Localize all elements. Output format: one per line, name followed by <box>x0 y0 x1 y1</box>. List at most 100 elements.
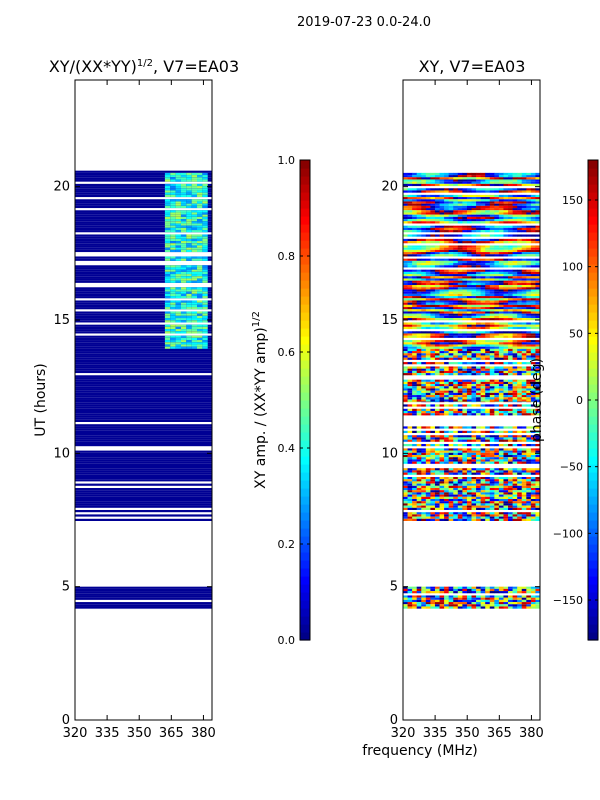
colorbar-swatch <box>588 456 598 465</box>
heatmap-cell <box>517 353 523 356</box>
heatmap-row <box>75 417 212 420</box>
heatmap-cell <box>434 586 440 589</box>
colorbar-swatch <box>588 520 598 529</box>
heatmap-cell <box>403 588 408 592</box>
heatmap-cell <box>462 388 468 391</box>
heatmap-cell <box>421 392 427 396</box>
heatmap-cell <box>485 408 491 411</box>
heatmap-cell <box>508 203 513 206</box>
heatmap-cell <box>453 265 459 268</box>
heatmap-cell <box>170 265 176 268</box>
heatmap-cell <box>453 496 459 499</box>
heatmap-cell <box>164 203 171 206</box>
heatmap-cell <box>508 175 513 178</box>
heatmap-cell <box>434 271 440 275</box>
heatmap-cell <box>498 586 504 589</box>
heatmap-cell <box>476 481 481 484</box>
heatmap-cell <box>485 470 491 473</box>
heatmap-cell <box>476 483 481 486</box>
heatmap-cell <box>416 227 422 231</box>
heatmap-cell <box>471 280 477 283</box>
heatmap-cell <box>498 514 504 517</box>
heatmap-cell <box>439 362 445 365</box>
heatmap-cell <box>457 258 463 261</box>
heatmap-cell <box>512 282 518 286</box>
heatmap-cell <box>503 470 509 473</box>
heatmap-cell <box>476 326 481 330</box>
heatmap-cell <box>444 366 449 369</box>
heatmap-cell <box>453 368 459 371</box>
heatmap-cell <box>517 183 523 187</box>
heatmap-cell <box>526 599 532 603</box>
heatmap-cell <box>517 318 523 321</box>
heatmap-cell <box>471 249 477 253</box>
heatmap-cell <box>425 181 431 184</box>
heatmap-cell <box>430 302 436 305</box>
heatmap-cell <box>462 604 468 607</box>
heatmap-cell <box>466 496 472 499</box>
heatmap-cell <box>448 197 454 200</box>
heatmap-cell <box>421 353 427 356</box>
heatmap-row <box>75 595 212 598</box>
heatmap-cell <box>485 588 491 592</box>
heatmap-cell <box>498 472 504 475</box>
heatmap-row <box>75 483 212 486</box>
heatmap-cell <box>530 221 536 224</box>
heatmap-cell <box>535 595 541 598</box>
heatmap-cell <box>480 452 486 455</box>
heatmap-cell <box>508 599 513 603</box>
heatmap-cell <box>535 247 541 250</box>
heatmap-cell <box>466 172 472 176</box>
heatmap-row <box>75 463 212 466</box>
heatmap-cell <box>453 411 459 414</box>
heatmap-cell <box>457 411 463 414</box>
heatmap-cell <box>498 313 504 316</box>
heatmap-cell <box>462 344 468 347</box>
heatmap-cell <box>498 430 504 433</box>
heatmap-row <box>75 395 212 398</box>
heatmap-cell <box>526 384 532 387</box>
heatmap-cell <box>466 483 472 486</box>
heatmap-cell <box>448 366 454 369</box>
heatmap-cell <box>457 452 463 455</box>
heatmap-cell <box>462 208 468 211</box>
heatmap-cell <box>175 188 181 191</box>
heatmap-cell <box>416 368 422 371</box>
heatmap-cell <box>530 512 536 515</box>
heatmap-cell <box>164 249 171 253</box>
heatmap-cell <box>521 494 527 497</box>
heatmap-cell <box>535 214 541 217</box>
heatmap-cell <box>421 313 427 316</box>
heatmap-cell <box>517 175 523 178</box>
heatmap-cell <box>191 307 198 310</box>
heatmap-cell <box>439 373 445 376</box>
heatmap-cell <box>526 373 532 376</box>
heatmap-cell <box>457 362 463 365</box>
heatmap-cell <box>403 221 408 224</box>
heatmap-cell <box>403 411 408 414</box>
heatmap-cell <box>434 505 440 508</box>
heatmap-cell <box>175 265 181 268</box>
heatmap-cell <box>517 205 523 209</box>
heatmap-cell <box>503 181 509 184</box>
heatmap-cell <box>439 384 445 387</box>
heatmap-cell <box>526 355 532 358</box>
heatmap-cell <box>517 459 523 462</box>
heatmap-cell <box>180 346 187 349</box>
heatmap-row <box>75 468 212 471</box>
heatmap-cell <box>512 606 518 609</box>
heatmap-cell <box>434 518 440 521</box>
heatmap-cell <box>485 278 491 281</box>
heatmap-cell <box>457 210 463 213</box>
heatmap-cell <box>530 437 536 440</box>
heatmap-cell <box>403 448 408 451</box>
heatmap-cell <box>462 177 468 180</box>
heatmap-cell <box>462 304 468 308</box>
heatmap-cell <box>202 247 208 250</box>
heatmap-cell <box>530 199 536 202</box>
heatmap-cell <box>407 468 413 471</box>
heatmap-cell <box>471 399 477 402</box>
heatmap-cell <box>448 355 454 358</box>
colorbar-swatch <box>300 632 310 641</box>
heatmap-cell <box>457 413 463 416</box>
